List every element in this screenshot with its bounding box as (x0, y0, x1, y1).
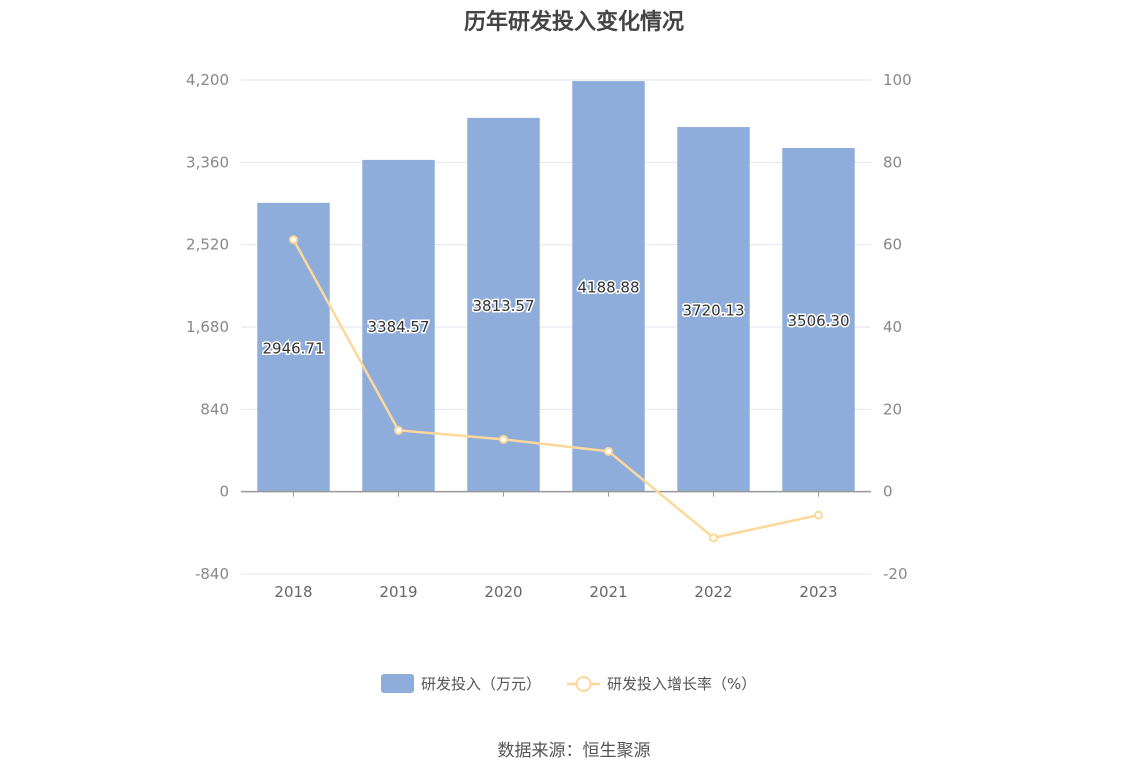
y-right-tick-label: -20 (883, 565, 908, 583)
legend-line-label: 研发投入增长率（%） (607, 675, 756, 693)
bar (572, 81, 645, 492)
y-right-tick-label: 20 (883, 400, 902, 418)
y-left-tick-label: 1,680 (186, 318, 229, 336)
x-tick-label: 2020 (484, 583, 522, 601)
x-tick-label: 2022 (694, 583, 732, 601)
legend-line-marker (575, 676, 592, 692)
y-right-tick-label: 60 (883, 236, 902, 254)
growth-point (394, 425, 403, 435)
y-left-tick-label: 840 (200, 400, 229, 418)
chart-title: 历年研发投入变化情况 (463, 10, 684, 35)
growth-point (289, 235, 298, 245)
y-left-tick-label: 4,200 (186, 71, 229, 89)
growth-point (499, 434, 508, 444)
x-tick-label: 2021 (589, 583, 627, 601)
legend-bar-label: 研发投入（万元） (421, 675, 541, 693)
bar (362, 159, 435, 492)
y-left-tick-label: -840 (195, 565, 229, 583)
y-right-tick-label: 100 (883, 71, 912, 89)
x-tick-label: 2023 (799, 583, 837, 601)
bar-data-label: 3813.57 (472, 297, 534, 315)
x-tick-label: 2018 (274, 583, 312, 601)
legend-bar-swatch (381, 674, 414, 693)
bar-data-label: 2946.71 (262, 339, 324, 357)
bar (677, 127, 750, 492)
y-left-tick-label: 3,360 (186, 153, 229, 171)
y-left-tick-label: 0 (219, 483, 229, 501)
y-right-tick-label: 0 (883, 483, 893, 501)
bar-data-label: 3720.13 (682, 301, 744, 319)
x-tick-label: 2019 (379, 583, 417, 601)
y-right-tick-label: 80 (883, 153, 902, 171)
bar-data-label: 3506.30 (787, 312, 849, 330)
data-source: 数据来源：恒生聚源 (497, 741, 651, 761)
bar-data-label: 3384.57 (367, 318, 429, 336)
bar (782, 147, 855, 492)
growth-point (604, 446, 613, 456)
growth-point (709, 533, 718, 543)
bar (467, 117, 540, 492)
y-right-tick-label: 40 (883, 318, 902, 336)
growth-point (814, 510, 823, 520)
growth-line (292, 239, 819, 540)
y-left-tick-label: 2,520 (186, 236, 229, 254)
bar (257, 202, 330, 492)
bar-data-label: 4188.88 (577, 278, 639, 296)
